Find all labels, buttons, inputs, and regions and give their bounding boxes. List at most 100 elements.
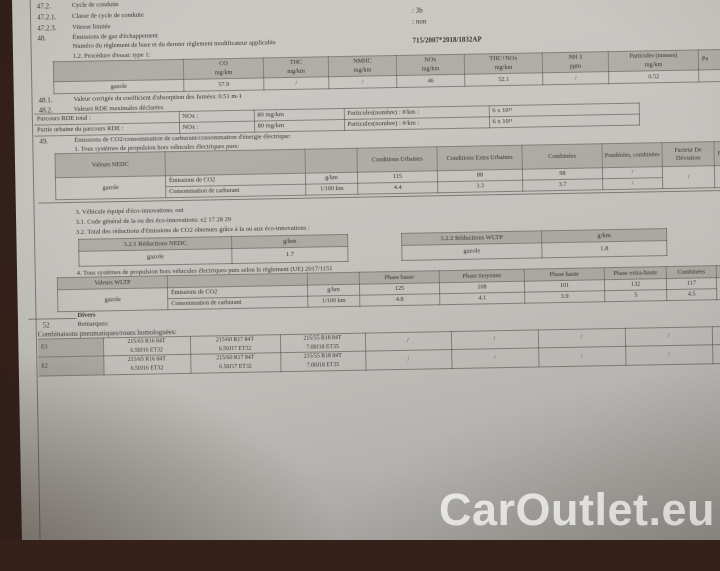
cell-value: 57.9 [183, 77, 264, 92]
item-label: Remarques: [77, 320, 109, 328]
cell-value: / [625, 345, 713, 366]
cell-value: / [263, 76, 329, 90]
col-header: THC mg/km [263, 56, 329, 78]
row-label: gazole [57, 287, 168, 312]
row-label: gazole [53, 79, 184, 94]
cell-value: 1.8 [541, 240, 667, 258]
cell-value: / [624, 326, 713, 347]
cell-value [712, 344, 720, 364]
tire-spec-cell: 215/60 R17 84T 6.50J17 ET32 [190, 353, 281, 374]
cell-value: / [365, 349, 452, 370]
col-header-cut: Po [716, 265, 720, 278]
blank-header-cell [304, 148, 358, 174]
cell-value: 46 [396, 74, 465, 88]
cell-value [698, 69, 720, 82]
cell-value: 4.1 [439, 292, 525, 305]
blank-header-cell [164, 149, 306, 176]
cell-value: 0.52 [608, 69, 699, 84]
item-number: 49. [39, 137, 49, 146]
cell-value [716, 277, 720, 300]
row-label: E2 [38, 356, 104, 376]
eco-nedc-table: 3.2.1 Réductions NEDC g/km gazole 1.7 [78, 234, 349, 267]
cell-value [711, 326, 720, 346]
row-label: E3 [37, 337, 104, 358]
form-left-border [29, 0, 42, 540]
cell-value: Particules(nombre) : #/km : [343, 116, 490, 131]
col-header: Conditions Extra Urbaines [436, 145, 523, 171]
cell-value: / [328, 75, 397, 89]
wheel-size: 6.50J16 ET32 [130, 365, 164, 372]
tire-spec-cell: 215/60 R17 84T 6.50J17 ET32 [189, 334, 281, 355]
cell-value: 6 x 10¹¹ [488, 114, 640, 128]
wheel-size: 6.50J17 ET32 [219, 363, 252, 371]
cell-value: / [602, 177, 663, 190]
cell-value: / [537, 328, 626, 349]
param-label: Consommation de carburant [165, 184, 306, 198]
cell-value: / [662, 165, 715, 189]
caroutlet-watermark: CarOutlet.eu [438, 484, 715, 535]
item-label: Valeur corrigée du coefficient d'absorpt… [73, 92, 242, 103]
cell-value: / [450, 329, 539, 350]
item-value: : 3b [411, 6, 423, 15]
cell-value: 4.8 [359, 293, 440, 307]
blank-header-cell [307, 272, 360, 286]
item-label: Émissions de gaz d'échappement [72, 32, 158, 41]
item-number: 47.2.3. [37, 24, 57, 33]
tire-spec-cell: 215/55 R18 84T 7.00J18 ET35 [279, 333, 366, 354]
cell-value: 3.7 [522, 178, 603, 192]
item-label: 3. Véhicule équipé d'éco-innovations: ou… [75, 206, 184, 216]
cell-value: 80 mg/km [253, 119, 345, 133]
table-title-cell: Valeurs NEDC [55, 151, 166, 178]
cell-value: 3.9 [524, 290, 605, 304]
row-label: gazole [55, 175, 166, 200]
document-paper: 4/1.3.1. 11 47.2. Cycle de conduite 47.2… [12, 0, 720, 540]
item-number: 52 [42, 321, 50, 330]
item-number: 48.1. [38, 96, 53, 105]
cell-value [714, 165, 720, 188]
item-number: 48. [37, 34, 47, 43]
col-header: Pondérées, combinées [601, 142, 663, 168]
cell-value: / [364, 331, 452, 352]
item-label: Cycle de conduite [71, 1, 119, 9]
wheel-size: 7.00J18 ET35 [306, 362, 340, 369]
tire-spec-cell: 215/65 R16 84T 6.50J16 ET32 [102, 336, 191, 357]
item-value: : non [412, 17, 427, 26]
row-label: gazole [401, 242, 543, 261]
regulation-number: 715/2007*2018/1832AP [412, 35, 482, 45]
cell-value: 3.3 [437, 180, 523, 193]
tire-spec-cell: 215/55 R18 84T 7.00J18 ET35 [280, 351, 366, 372]
col-header: Conditions Urbaines [356, 146, 438, 173]
row-label: Partie urbaine du parcours RDE : [33, 122, 180, 137]
cell-value: 4.4 [357, 181, 438, 195]
item-label: Classe de cycle de conduite [71, 11, 144, 20]
cell-value: / [538, 346, 626, 367]
col-header-cut: Pa [698, 49, 720, 70]
item-label: Divers [77, 311, 96, 319]
cell-value: 5 [604, 289, 667, 302]
cell-value: / [451, 348, 539, 369]
col-header: NH 3 ppm [542, 51, 609, 73]
blank-header-cell [53, 59, 184, 82]
item-label: 3.1. Code général de la ou des éco-innov… [75, 216, 232, 226]
col-header: Facteur De Déviation [661, 141, 715, 167]
item-number: 47.2.1. [36, 13, 57, 22]
col-header: NMHC mg/km [328, 55, 397, 77]
row-label: gazole [78, 248, 233, 267]
cell-value: 1.7 [231, 246, 349, 264]
cell-value: NOx : [178, 121, 255, 134]
cell-value: 52.1 [464, 72, 543, 87]
unit-label: 1/100 km [305, 183, 358, 196]
cell-value: 4.5 [666, 288, 717, 301]
col-header: Particules (masses) mg/km [608, 49, 699, 72]
col-header: Combinées [521, 143, 603, 170]
col-header: THC+NOx mg/km [464, 52, 543, 75]
eco-wltp-table: 3.2.2 Réductions WLTP g/km gazole 1.8 [401, 228, 667, 261]
tire-spec-cell: 215/65 R16 84T 6.50J16 ET32 [103, 354, 191, 375]
col-header: Combinées [666, 265, 717, 279]
col-header: CO mg/km [183, 57, 264, 80]
item-number: 47.2. [36, 2, 51, 11]
unit-label: 1/100 km [307, 295, 360, 308]
col-header: NOx mg/km [396, 54, 465, 76]
item-label: Vitesse limitée [72, 23, 111, 31]
